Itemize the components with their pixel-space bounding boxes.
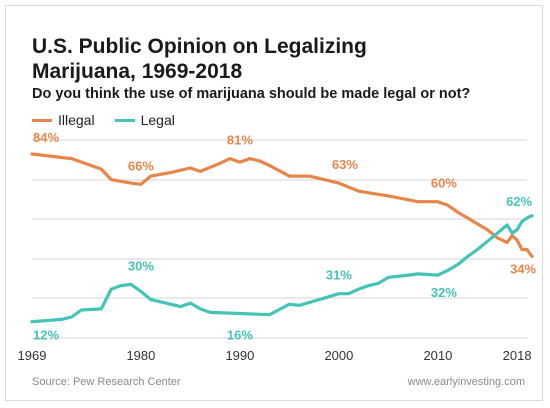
legend-label-legal: Legal [140, 112, 175, 128]
x-tick-label-2018: 2018 [503, 348, 532, 363]
chart-legend: Illegal Legal [32, 110, 195, 130]
legend-item-illegal: Illegal [32, 112, 95, 128]
data-label-illegal-1990: 81% [227, 133, 253, 148]
data-label-legal-1990: 16% [227, 328, 253, 343]
x-tick-label-1969: 1969 [18, 348, 47, 363]
chart-frame [5, 5, 543, 401]
legend-swatch-legal [114, 118, 135, 122]
series-line-illegal [30, 152, 534, 259]
x-tick-label-1990: 1990 [225, 348, 254, 363]
data-label-legal-1969: 12% [33, 328, 59, 343]
data-label-legal-2010: 32% [431, 285, 457, 300]
x-tick-label-1980: 1980 [126, 348, 155, 363]
x-tick-label-2010: 2010 [423, 348, 452, 363]
series-line-legal [30, 214, 534, 324]
data-label-illegal-2010: 60% [431, 176, 457, 191]
x-tick-label-2000: 2000 [324, 348, 353, 363]
data-label-illegal-2000: 63% [332, 157, 358, 172]
legend-label-illegal: Illegal [58, 112, 95, 128]
data-label-illegal-1980: 66% [128, 158, 154, 173]
chart-title-line2: Marijuana, 1969-2018 [32, 60, 243, 83]
data-label-legal-2000: 31% [326, 268, 352, 283]
data-label-illegal-2018: 34% [510, 261, 536, 276]
data-label-illegal-1969: 84% [33, 130, 59, 145]
site-url: www.earlyinvesting.com [407, 376, 525, 388]
data-label-legal-1980: 30% [128, 258, 154, 273]
data-label-legal-2018: 62% [506, 194, 532, 209]
chart-title: U.S. Public Opinion on Legalizing Mariju… [32, 34, 512, 84]
chart-subtitle: Do you think the use of marijuana should… [32, 86, 471, 102]
legend-item-legal: Legal [114, 112, 175, 128]
chart-title-line1: U.S. Public Opinion on Legalizing [32, 35, 367, 58]
legend-swatch-illegal [32, 118, 52, 122]
source-note: Source: Pew Research Center [32, 376, 181, 388]
